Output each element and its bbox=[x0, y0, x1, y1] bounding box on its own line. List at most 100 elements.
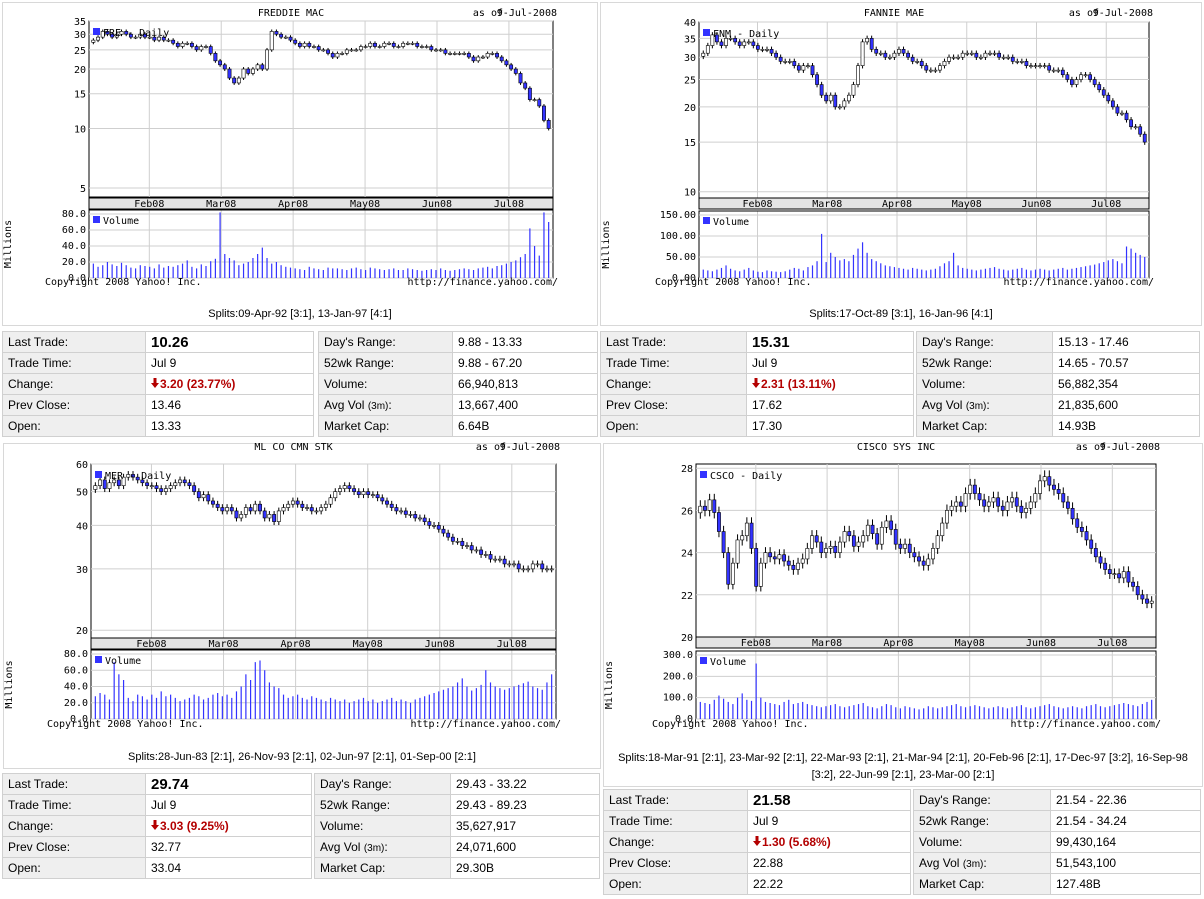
candle bbox=[546, 120, 551, 129]
prev-close-value: 13.46 bbox=[145, 394, 314, 416]
candle bbox=[279, 33, 284, 38]
candle bbox=[227, 68, 232, 79]
candle bbox=[898, 543, 903, 549]
quote-table-left: Last Trade: 10.26 Trade Time: Jul 9 Change… bbox=[2, 331, 314, 437]
candle bbox=[777, 554, 782, 560]
x-tick-label: Jul08 bbox=[497, 639, 527, 650]
candle bbox=[163, 488, 168, 492]
candle bbox=[199, 46, 204, 51]
candle bbox=[391, 42, 396, 47]
candle bbox=[996, 497, 1001, 507]
candle bbox=[1029, 65, 1033, 67]
candle bbox=[963, 493, 968, 507]
avg-vol-label: Avg Vol (3m): bbox=[314, 836, 451, 858]
volume-legend-label: Volume bbox=[103, 216, 139, 227]
change-text: 2.31 (13.11%) bbox=[761, 377, 836, 391]
candle bbox=[243, 507, 248, 515]
candle bbox=[149, 485, 154, 487]
price-tick-label: 25 bbox=[74, 46, 86, 57]
candle bbox=[476, 56, 481, 62]
candle bbox=[432, 525, 436, 527]
candle bbox=[530, 563, 535, 570]
candle bbox=[434, 49, 438, 52]
candle bbox=[446, 532, 451, 538]
candle bbox=[991, 497, 996, 503]
candle bbox=[116, 479, 121, 486]
candle bbox=[912, 552, 917, 558]
candle bbox=[466, 53, 471, 58]
candle bbox=[884, 520, 889, 528]
candle bbox=[791, 564, 796, 570]
candle bbox=[958, 501, 963, 507]
candle bbox=[401, 42, 406, 47]
candle bbox=[549, 568, 554, 571]
candle bbox=[949, 505, 954, 511]
price-tick-label: 10 bbox=[684, 188, 696, 199]
chart-box: FANNIE MAE as of 9-Jul-2008 40 35 30 25 20 15 10 F… bbox=[600, 2, 1202, 326]
x-tick-label: Jul08 bbox=[1091, 199, 1121, 210]
chart-date: 9-Jul-2008 bbox=[1093, 8, 1153, 19]
candle bbox=[837, 541, 842, 553]
date-strip bbox=[695, 636, 1157, 649]
wk52-range-value: 21.54 - 34.24 bbox=[1050, 810, 1201, 832]
candle bbox=[1112, 573, 1117, 576]
price-tick-label: 60 bbox=[76, 460, 88, 471]
candle bbox=[396, 46, 401, 48]
candle bbox=[180, 42, 185, 47]
price-plot-frame bbox=[88, 20, 554, 198]
candle bbox=[769, 49, 774, 54]
volume-unit-label: Millions bbox=[3, 220, 14, 268]
x-tick-label: Mar08 bbox=[812, 638, 842, 649]
legend-label: CSCO - Daily bbox=[710, 471, 782, 482]
candle bbox=[833, 545, 838, 553]
candle bbox=[368, 42, 373, 47]
change-label: Change: bbox=[2, 815, 146, 837]
price-chart-fre: FREDDIE MAC as of9-Jul-2008 35 30 25 20 15 10 5 F… bbox=[3, 8, 558, 288]
price-tick-label: 35 bbox=[74, 17, 86, 28]
candle bbox=[128, 33, 133, 38]
last-trade-label: Last Trade: bbox=[2, 331, 146, 353]
candle bbox=[354, 49, 359, 52]
x-tick-label: Apr08 bbox=[882, 199, 912, 210]
trade-time-label: Trade Time: bbox=[2, 794, 146, 816]
last-trade-value: 15.31 bbox=[746, 331, 914, 353]
chart-box: CISCO SYS INC as of 9-Jul-2008 28 26 24 22 20 Fe… bbox=[603, 442, 1203, 787]
days-range-value: 9.88 - 13.33 bbox=[452, 331, 598, 353]
volume-tick-label: 20.0 bbox=[62, 257, 86, 268]
stock-panel-fnm: FANNIE MAE as of 9-Jul-2008 40 35 30 25 20 15 10 F… bbox=[600, 0, 1204, 442]
candle bbox=[1000, 505, 1005, 511]
candle bbox=[443, 49, 448, 54]
candle bbox=[919, 61, 924, 66]
candle bbox=[956, 56, 961, 59]
candle bbox=[928, 69, 933, 72]
candle bbox=[901, 49, 906, 54]
candle bbox=[746, 41, 751, 44]
wk52-range-label: 52wk Range: bbox=[913, 810, 1051, 832]
candle bbox=[728, 38, 733, 40]
stock-panel-csco: CISCO SYS INC as of 9-Jul-2008 28 26 24 22 20 Fe… bbox=[603, 442, 1204, 899]
days-range-label: Day's Range: bbox=[916, 331, 1053, 353]
volume-unit-label: Millions bbox=[604, 661, 615, 709]
candle bbox=[300, 503, 305, 508]
candle bbox=[865, 38, 870, 43]
candle bbox=[878, 52, 883, 55]
legend-label: FNM - Daily bbox=[713, 29, 779, 40]
candle bbox=[778, 56, 783, 62]
x-tick-label: Feb08 bbox=[741, 638, 771, 649]
candle bbox=[356, 491, 361, 495]
chart-date: 9-Jul-2008 bbox=[1100, 442, 1160, 453]
candle bbox=[124, 31, 129, 35]
candle bbox=[851, 84, 856, 96]
quote-table-left: Last Trade: 15.31 Trade Time: Jul 9 Change… bbox=[600, 331, 914, 437]
candle bbox=[288, 36, 293, 41]
candle bbox=[768, 552, 773, 558]
candle bbox=[253, 503, 258, 512]
open-label: Open: bbox=[600, 415, 747, 437]
market-cap-value: 29.30B bbox=[450, 857, 600, 879]
as-of-label: as of bbox=[476, 442, 506, 453]
splits-text: Splits:17-Oct-89 [3:1], 16-Jan-96 [4:1] bbox=[809, 308, 993, 320]
candle bbox=[394, 507, 399, 512]
quote-table-left: Last Trade: 29.74 Trade Time: Jul 9 Change… bbox=[2, 773, 312, 879]
candle bbox=[1145, 598, 1149, 604]
candle bbox=[1065, 74, 1070, 80]
